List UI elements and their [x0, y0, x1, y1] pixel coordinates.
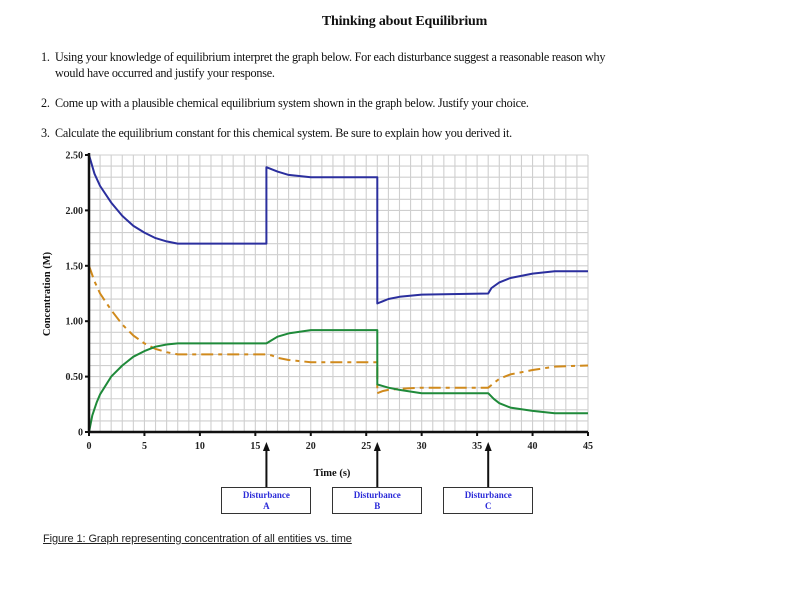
- question-text: Using your knowledge of equilibrium inte…: [55, 49, 755, 81]
- disturbance-label: Disturbance: [242, 490, 290, 500]
- question-line: Using your knowledge of equilibrium inte…: [55, 50, 606, 64]
- disturbance-label: Disturbance: [464, 490, 512, 500]
- x-tick-label: 40: [528, 441, 538, 452]
- question-line: would have occurred and justify your res…: [55, 66, 275, 80]
- question-line: Calculate the equilibrium constant for t…: [55, 126, 512, 140]
- x-tick-label: 35: [472, 441, 482, 452]
- x-tick-label: 25: [361, 441, 371, 452]
- question-line: Come up with a plausible chemical equili…: [55, 96, 529, 110]
- blue-species-line: [88, 154, 588, 305]
- orange-species-line: [88, 265, 589, 395]
- question-number: 2.: [41, 96, 50, 110]
- y-tick-label: 0.50: [66, 372, 84, 383]
- question-number: 3.: [41, 126, 50, 140]
- x-tick-label: 10: [195, 441, 205, 452]
- disturbance-box-a: Disturbance A: [221, 487, 312, 514]
- x-tick-label: 30: [417, 441, 427, 452]
- disturbance-label: Disturbance: [353, 490, 401, 500]
- y-tick-label: 1.00: [66, 317, 84, 328]
- arrow-head-icon: [484, 442, 492, 451]
- y-tick-label: 0: [78, 428, 83, 439]
- x-tick-label: 0: [87, 441, 92, 452]
- x-axis-title: Time (s): [314, 468, 351, 479]
- question-number: 1.: [41, 50, 50, 64]
- x-tick-label: 15: [250, 441, 260, 452]
- question-text: Come up with a plausible chemical equili…: [55, 95, 755, 111]
- y-axis-title: Concentration (M): [42, 251, 53, 336]
- chart-series: [88, 154, 589, 433]
- arrow-head-icon: [373, 442, 381, 451]
- chart-grid: [88, 154, 589, 433]
- disturbance-letter: A: [263, 501, 270, 511]
- y-tick-label: 1.50: [66, 261, 84, 272]
- disturbance-arrows: [262, 442, 492, 488]
- y-tick-label: 2.00: [66, 206, 84, 217]
- page-title: Thinking about Equilibrium: [321, 14, 488, 29]
- green-species-line: [88, 329, 588, 433]
- x-tick-label: 5: [142, 441, 147, 452]
- figure-caption: Figure 1: Graph representing concentrati…: [43, 533, 352, 545]
- disturbance-box-c: Disturbance C: [443, 487, 534, 514]
- disturbance-letter: B: [374, 501, 381, 511]
- arrow-head-icon: [262, 442, 270, 451]
- disturbance-letter: C: [484, 501, 492, 511]
- y-tick-label: 2.50: [66, 151, 84, 162]
- x-tick-label: 45: [583, 441, 593, 452]
- question-text: Calculate the equilibrium constant for t…: [55, 125, 755, 141]
- x-tick-label: 20: [306, 441, 316, 452]
- chart-axes: 0 0.50 1.00 1.50 2.00 2.50 0 5 10 15 20 25 30 35 40 45: [66, 151, 594, 453]
- disturbance-box-b: Disturbance B: [332, 487, 423, 514]
